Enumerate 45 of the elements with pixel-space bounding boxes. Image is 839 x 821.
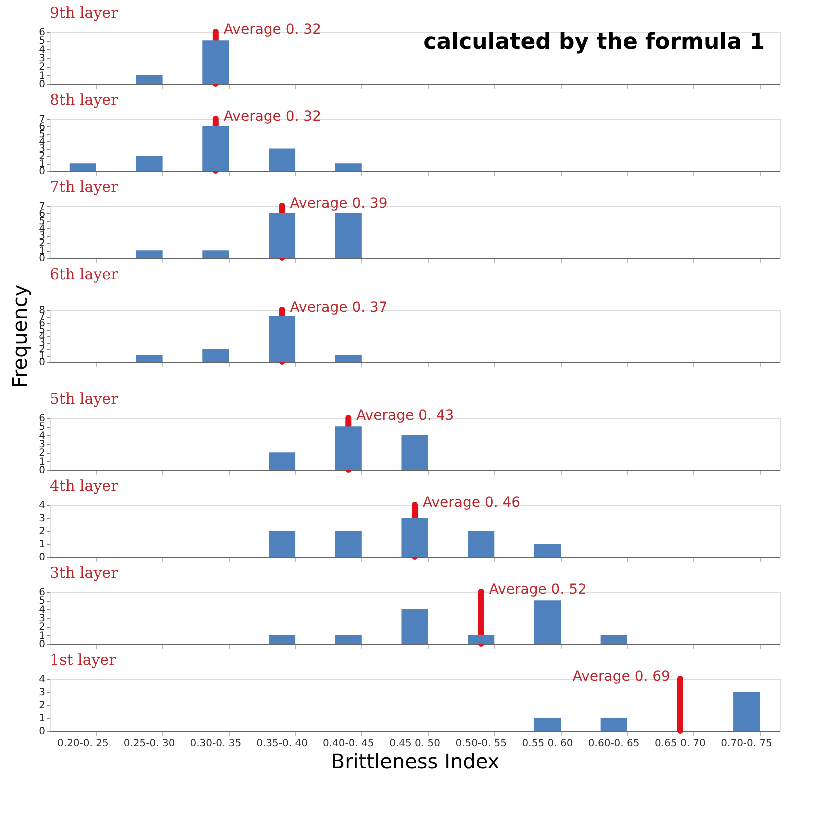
y-tick-label: 4 xyxy=(39,500,46,512)
y-tick-label: 1 xyxy=(39,540,46,550)
ref-line-label: Average 0. 46 xyxy=(423,495,521,511)
ref-line-label: Average 0. 32 xyxy=(224,109,322,125)
y-tick-label: 0 xyxy=(39,466,46,476)
y-tick-label: 3 xyxy=(39,688,46,698)
chart-title: 5th layer xyxy=(50,390,120,408)
y-tick-label: 3 xyxy=(39,514,46,524)
x-tick-label: 0.55 0. 60 xyxy=(522,738,574,750)
x-tick-label: 0.35-0. 40 xyxy=(256,738,308,750)
y-tick-label: 0 xyxy=(39,166,46,178)
ref-line-label: Average 0. 37 xyxy=(290,300,388,316)
ref-line-label: Average 0. 52 xyxy=(489,582,587,598)
x-tick-label: 0.20-0. 25 xyxy=(58,738,109,750)
y-axis-title: Frequency xyxy=(8,284,32,388)
y-tick-label: 2 xyxy=(39,526,46,538)
x-tick-label: 0.50-0. 55 xyxy=(456,738,508,750)
ref-line-label: Average 0. 39 xyxy=(290,196,388,212)
x-tick-label: 0.65 0. 70 xyxy=(655,738,706,750)
x-tick-label: 0.25-0. 30 xyxy=(124,738,176,750)
x-tick-label: 0.30-0. 35 xyxy=(190,738,242,750)
y-tick-label: 0 xyxy=(39,726,46,738)
y-tick-label: 2 xyxy=(39,700,46,712)
y-tick-label: 1 xyxy=(39,714,46,724)
y-tick-label: 0 xyxy=(39,552,46,564)
y-tick-label: 0 xyxy=(39,80,46,90)
ref-line-label: Average 0. 32 xyxy=(224,22,322,38)
chart-title: 6th layer xyxy=(50,265,120,284)
x-tick-label: 0.60-0. 65 xyxy=(588,738,640,750)
x-axis-title: Brittleness Index xyxy=(331,750,500,774)
chart-title: 4th layer xyxy=(50,477,120,495)
chart-title: 7th layer xyxy=(50,178,120,196)
ref-line-label: Average 0. 69 xyxy=(572,669,670,685)
x-tick-label: 0.45 0. 50 xyxy=(390,738,440,750)
chart-title: 3th layer xyxy=(50,564,120,582)
x-tick-label: 0.70-0. 75 xyxy=(721,738,772,750)
y-tick-label: 4 xyxy=(39,674,46,686)
chart-title: 8th layer xyxy=(50,91,120,109)
y-tick-label: 0 xyxy=(39,640,46,650)
y-tick-label: 0 xyxy=(39,254,46,264)
chart-title: 1st layer xyxy=(50,651,118,669)
ref-line-label: Average 0. 43 xyxy=(356,408,454,424)
annotation: calculated by the formula 1 xyxy=(424,30,765,55)
x-tick-label: 0.40-0. 45 xyxy=(322,738,374,750)
chart-title: 9th layer xyxy=(50,4,120,22)
